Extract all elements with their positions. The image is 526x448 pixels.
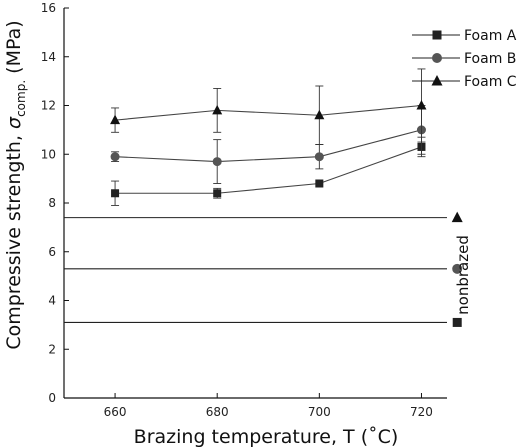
plot-area: 0 2 4 6 8 10 12 14 16 660 680 700 720 Foam A Foam B Foa…	[41, 1, 517, 419]
series-line	[115, 129, 422, 163]
y-axis-label-subscript: comp.	[14, 80, 28, 117]
y-axis-label: Compressive strength, σcomp. (MPa)	[3, 20, 28, 349]
y-tick-label: 16	[41, 1, 56, 15]
x-tick-label: 680	[206, 405, 229, 419]
data-point	[314, 152, 324, 162]
data-point	[111, 189, 120, 198]
data-point	[110, 152, 120, 162]
data-point	[110, 114, 121, 125]
data-point	[416, 100, 427, 110]
legend-marker	[431, 75, 443, 86]
y-tick-label: 12	[41, 99, 56, 113]
x-axis-label: Brazing temperature, T (˚C)	[134, 426, 399, 448]
data-point	[212, 104, 223, 115]
series-line	[115, 146, 422, 194]
y-tick-label: 0	[48, 391, 56, 405]
x-tick-label: 720	[410, 405, 433, 419]
nonbrazed-annotation: nonbrazed	[454, 235, 472, 315]
series-line	[115, 104, 422, 121]
data-point	[212, 157, 222, 167]
legend-label: Foam B	[464, 51, 516, 67]
y-tick-label: 6	[48, 245, 56, 259]
y-tick-label: 8	[48, 196, 56, 210]
nonbrazed-point	[451, 211, 463, 223]
legend-marker	[432, 30, 442, 40]
data-point	[314, 109, 325, 120]
y-axis-label-main: Compressive strength,	[3, 129, 25, 350]
legend-label: Foam C	[464, 74, 517, 90]
nonbrazed-point	[452, 317, 462, 327]
y-axis-label-unit: (MPa)	[3, 20, 25, 80]
legend-label: Foam A	[464, 28, 517, 44]
data-point	[213, 189, 222, 198]
nonbrazed-point	[452, 263, 463, 274]
x-tick-label: 660	[104, 405, 127, 419]
y-tick-label: 4	[48, 294, 56, 308]
x-tick-label: 700	[308, 405, 331, 419]
data-point	[315, 179, 324, 188]
y-tick-label: 2	[48, 342, 56, 356]
legend-marker	[432, 53, 442, 63]
y-tick-label: 10	[41, 147, 56, 161]
y-tick-label: 14	[41, 50, 56, 64]
y-axis-label-sigma: σ	[3, 116, 25, 129]
